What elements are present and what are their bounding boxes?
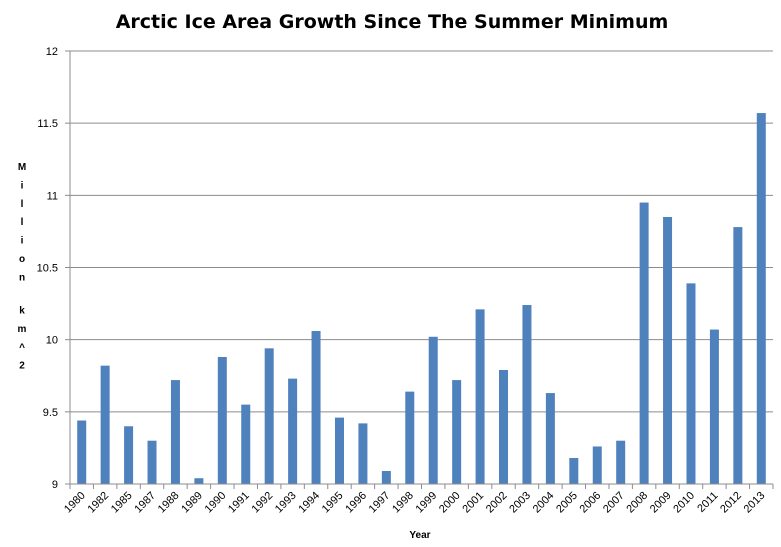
bars <box>77 113 766 485</box>
x-tick-label: 2003 <box>507 490 533 516</box>
bar-1990 <box>217 356 227 484</box>
bar-1985 <box>124 426 134 484</box>
bar-1999 <box>428 336 438 484</box>
bar-1997 <box>381 471 391 484</box>
x-tick-label: 2008 <box>624 490 650 516</box>
x-tick-label: 1991 <box>226 490 252 516</box>
y-tick-label: 12 <box>46 46 58 58</box>
x-tick-labels: 1980198219851987198819891990199119921993… <box>62 490 767 516</box>
bar-2004 <box>545 393 555 484</box>
x-tick-label: 2002 <box>484 490 510 516</box>
bar-2011 <box>709 329 719 484</box>
x-tick-label: 1992 <box>250 490 276 516</box>
bar-2009 <box>663 216 673 484</box>
x-tick-label: 1987 <box>132 490 158 516</box>
x-tick-label: 2012 <box>718 490 744 516</box>
x-tick-label: 2004 <box>531 490 557 516</box>
x-tick-label: 2001 <box>460 490 486 516</box>
bar-2001 <box>475 309 485 484</box>
bar-1996 <box>358 423 368 484</box>
x-tick-label: 2000 <box>437 490 463 516</box>
gridlines <box>65 50 774 489</box>
bar-1995 <box>334 417 344 484</box>
x-tick-label: 2013 <box>742 490 768 516</box>
x-tick-label: 1996 <box>343 490 369 516</box>
x-tick-label: 1995 <box>320 490 346 516</box>
x-tick-label: 1993 <box>273 490 299 516</box>
x-tick-label: 2005 <box>554 490 580 516</box>
x-tick-label: 1980 <box>62 490 88 516</box>
bar-1998 <box>405 391 415 484</box>
y-tick-label: 11.5 <box>37 118 58 130</box>
chart-title: Arctic Ice Area Growth Since The Summer … <box>116 11 669 33</box>
x-tick-label: 2011 <box>695 490 720 515</box>
bar-1993 <box>288 378 298 484</box>
x-tick-label: 2006 <box>578 490 604 516</box>
bar-1988 <box>170 380 180 484</box>
bar-2003 <box>522 305 532 484</box>
axes <box>69 51 773 485</box>
bar-2007 <box>616 440 626 484</box>
x-tick-label: 1997 <box>367 490 393 516</box>
y-tick-label: 9.5 <box>43 407 58 419</box>
bar-2006 <box>592 446 602 484</box>
x-tick-label: 1994 <box>296 490 322 516</box>
bar-1980 <box>77 420 87 484</box>
x-tick-label: 2009 <box>648 490 674 516</box>
bar-2012 <box>733 227 743 484</box>
x-axis-title: Year <box>409 530 430 541</box>
y-tick-label: 10.5 <box>37 263 58 275</box>
x-tick-label: 1985 <box>109 490 135 516</box>
x-tick-label: 1999 <box>414 490 440 516</box>
bar-1989 <box>194 478 204 484</box>
bar-2005 <box>569 458 579 484</box>
bar-1987 <box>147 440 157 484</box>
x-tick-label: 2010 <box>671 490 697 516</box>
bar-2008 <box>639 202 649 485</box>
y-tick-labels: 9 9.5 10 10.5 11 11.5 12 <box>37 46 58 491</box>
bar-2000 <box>452 380 462 484</box>
bar-2010 <box>686 283 696 484</box>
x-tick-label: 1982 <box>85 490 111 516</box>
bar-1991 <box>241 404 251 484</box>
bar-2013 <box>756 113 766 485</box>
y-tick-label: 11 <box>47 190 58 202</box>
bar-1994 <box>311 331 321 484</box>
x-tick-label: 1989 <box>179 490 205 516</box>
bar-1982 <box>100 365 110 484</box>
x-tick-label: 1998 <box>390 490 416 516</box>
x-tick-label: 2007 <box>601 490 627 516</box>
y-tick-label: 9 <box>52 479 58 491</box>
x-tick-label: 1988 <box>156 490 182 516</box>
y-tick-label: 10 <box>46 335 58 347</box>
bar-2002 <box>499 369 509 484</box>
bar-1992 <box>264 348 274 484</box>
x-tick-label: 1990 <box>203 490 229 516</box>
